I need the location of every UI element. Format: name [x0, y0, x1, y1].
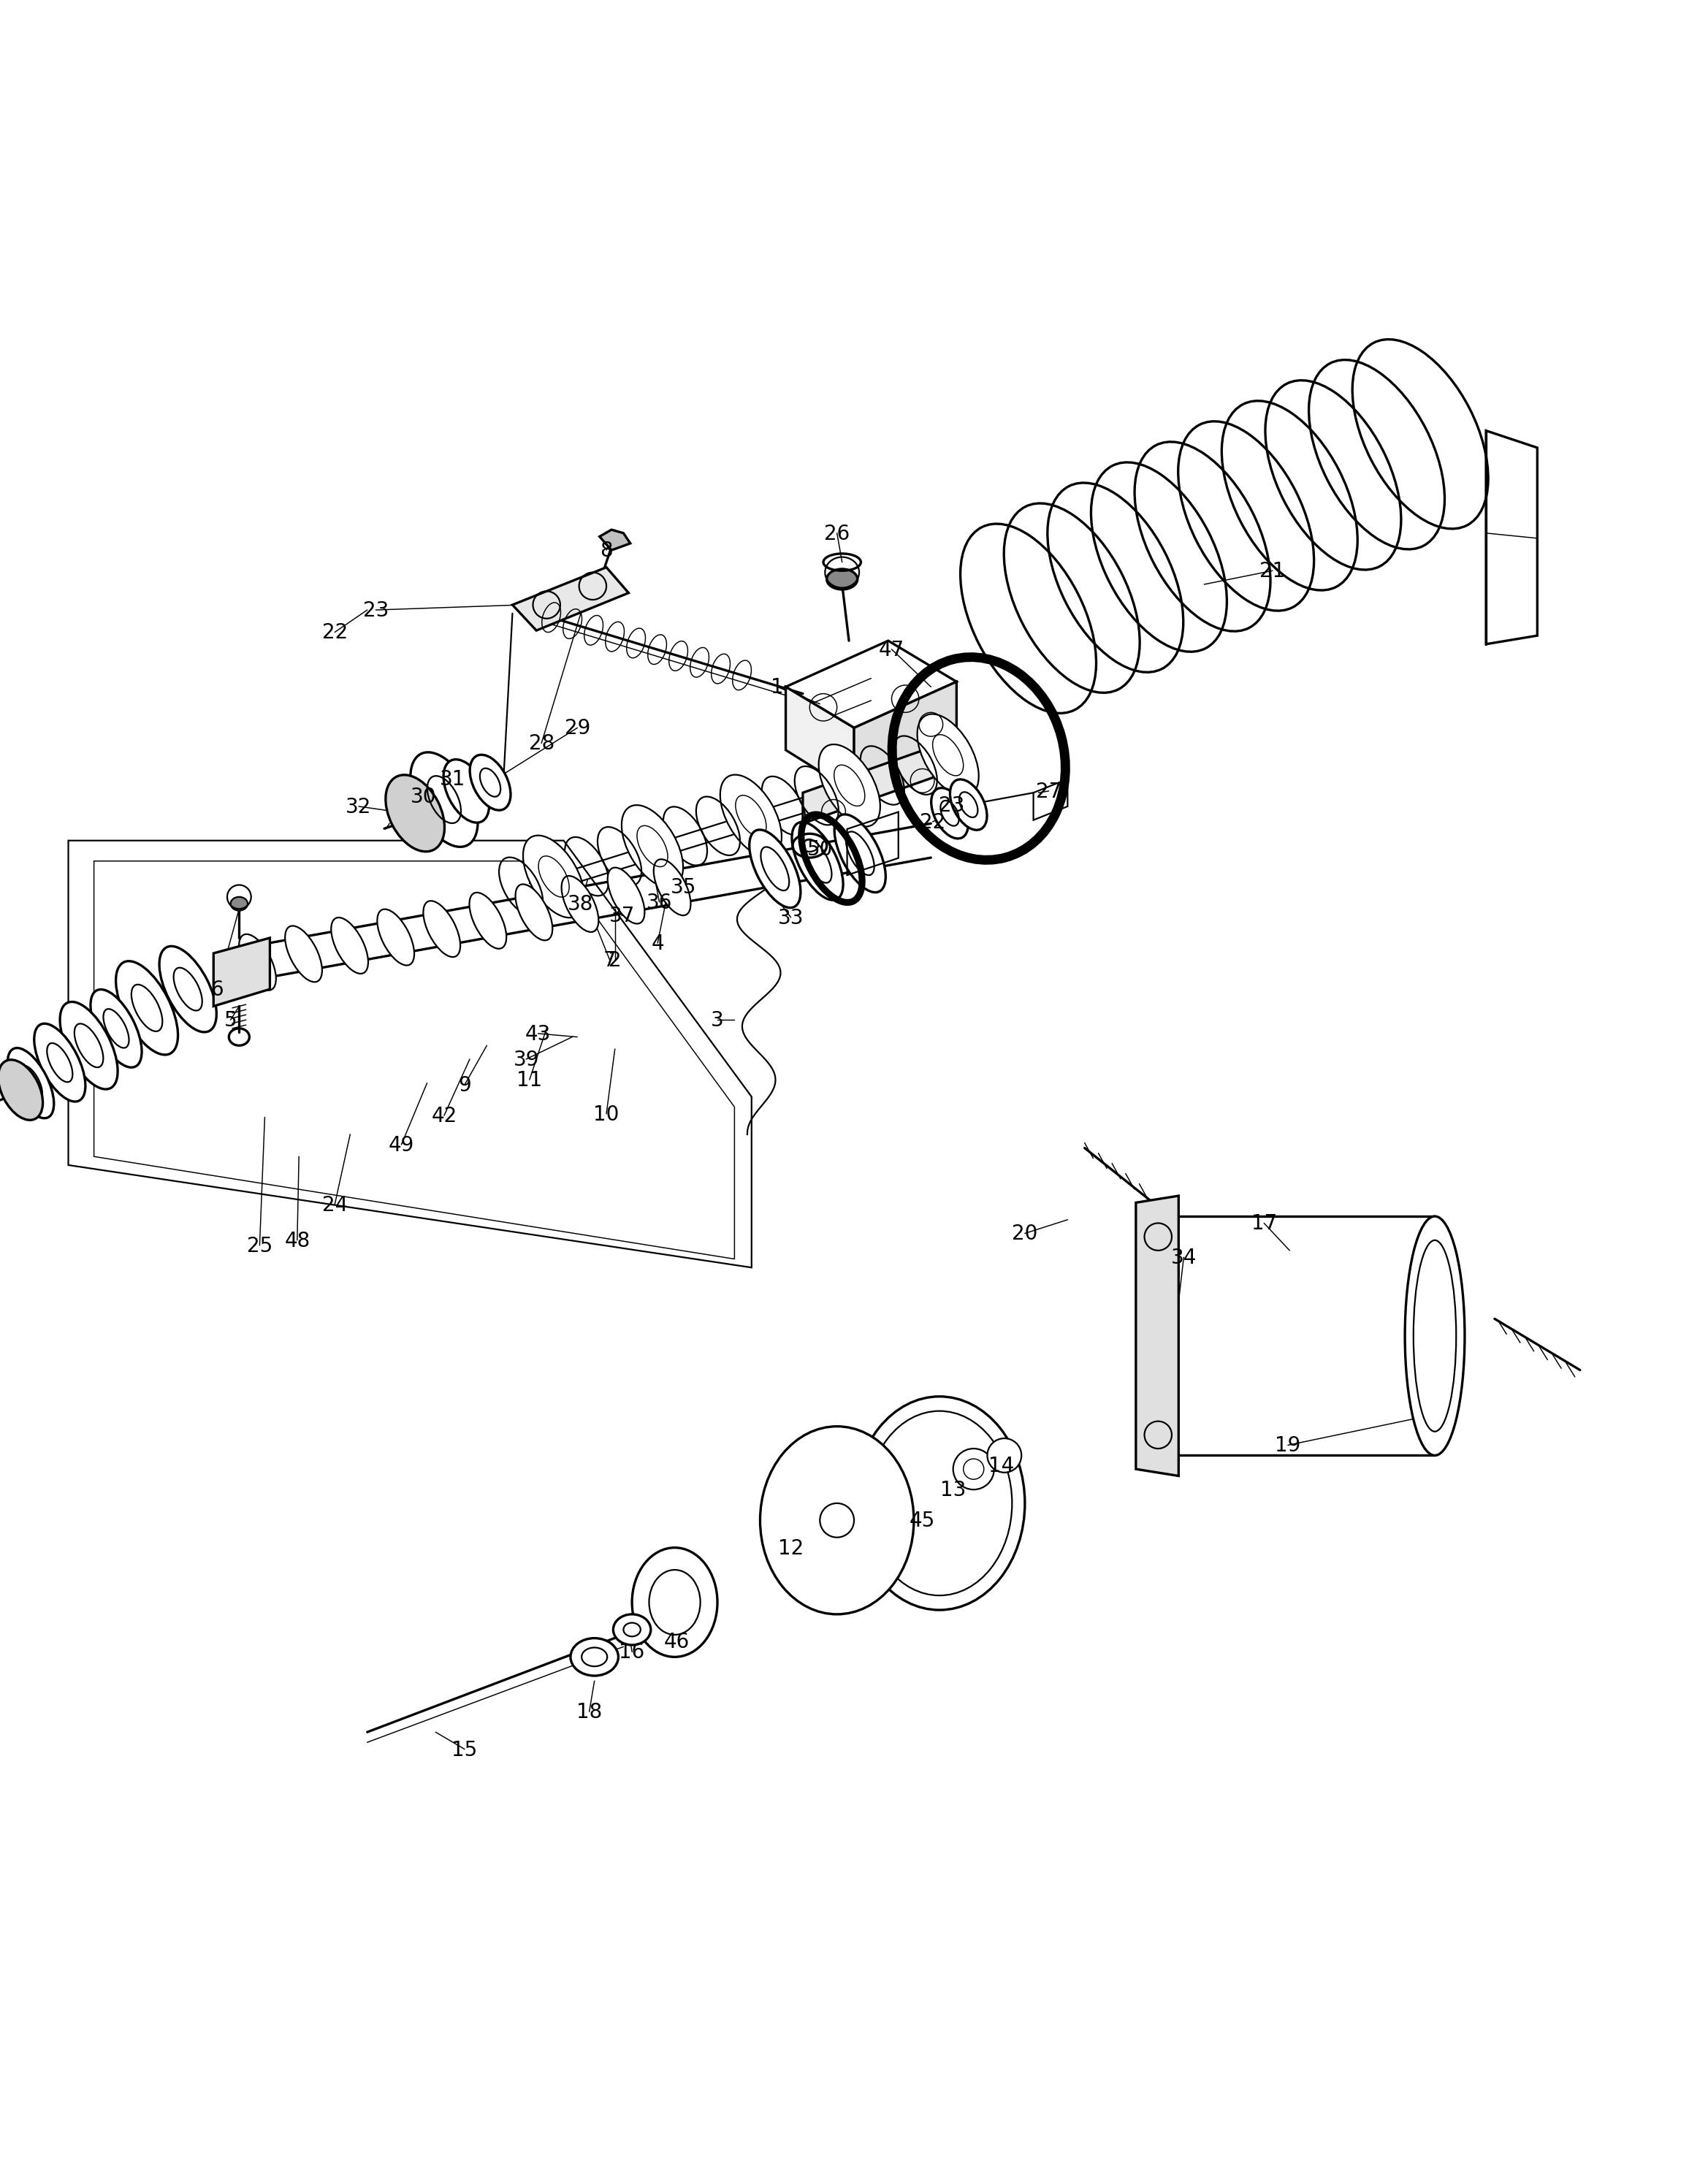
Ellipse shape — [34, 1024, 85, 1102]
Text: 6: 6 — [210, 978, 224, 1000]
Ellipse shape — [1404, 1216, 1464, 1456]
Text: 15: 15 — [451, 1739, 478, 1760]
Text: 9: 9 — [458, 1076, 471, 1095]
Ellipse shape — [622, 806, 683, 888]
Ellipse shape — [60, 1002, 118, 1089]
Text: 36: 36 — [646, 892, 673, 914]
Text: 45: 45 — [909, 1510, 936, 1531]
Circle shape — [987, 1439, 1021, 1473]
Text: 34: 34 — [1170, 1246, 1197, 1268]
Ellipse shape — [917, 715, 979, 797]
Ellipse shape — [750, 829, 801, 907]
Text: 50: 50 — [806, 840, 834, 860]
Polygon shape — [1136, 1197, 1179, 1475]
Ellipse shape — [386, 775, 444, 851]
Text: 26: 26 — [823, 523, 851, 544]
Ellipse shape — [827, 570, 857, 590]
Ellipse shape — [116, 961, 178, 1054]
Text: 11: 11 — [516, 1069, 543, 1091]
Ellipse shape — [239, 935, 277, 991]
Ellipse shape — [570, 1637, 618, 1676]
Text: 20: 20 — [1011, 1223, 1038, 1244]
Text: 27: 27 — [1035, 782, 1062, 801]
Ellipse shape — [377, 909, 415, 966]
Text: 1: 1 — [770, 676, 784, 698]
Text: 47: 47 — [878, 639, 905, 661]
Ellipse shape — [523, 836, 584, 918]
Ellipse shape — [7, 1048, 55, 1119]
Text: 4: 4 — [651, 933, 664, 953]
Text: 14: 14 — [987, 1456, 1015, 1475]
Text: 23: 23 — [362, 600, 389, 620]
Text: 19: 19 — [1274, 1434, 1301, 1456]
Ellipse shape — [470, 892, 506, 948]
Text: 35: 35 — [670, 877, 697, 896]
Text: 13: 13 — [939, 1480, 967, 1499]
Text: 39: 39 — [512, 1050, 540, 1069]
Ellipse shape — [613, 1614, 651, 1646]
Text: 7: 7 — [603, 950, 617, 970]
Ellipse shape — [516, 886, 552, 942]
Text: 33: 33 — [777, 907, 804, 929]
Text: 22: 22 — [321, 622, 348, 644]
Ellipse shape — [632, 1549, 717, 1657]
Text: 22: 22 — [919, 812, 946, 832]
Ellipse shape — [444, 760, 488, 823]
Text: 28: 28 — [528, 734, 555, 754]
Text: 30: 30 — [410, 786, 437, 808]
Polygon shape — [803, 741, 948, 823]
Polygon shape — [600, 529, 630, 551]
Text: 23: 23 — [938, 795, 965, 814]
Ellipse shape — [231, 896, 248, 912]
Polygon shape — [214, 937, 270, 1007]
Ellipse shape — [424, 901, 459, 957]
Ellipse shape — [285, 927, 323, 983]
Ellipse shape — [854, 1398, 1025, 1609]
Text: 24: 24 — [321, 1194, 348, 1214]
Polygon shape — [512, 568, 629, 631]
Text: 46: 46 — [663, 1631, 690, 1652]
Text: 32: 32 — [345, 797, 372, 816]
Ellipse shape — [159, 946, 217, 1032]
Polygon shape — [854, 683, 956, 793]
Text: 29: 29 — [564, 717, 591, 739]
Ellipse shape — [562, 877, 598, 933]
Text: 2: 2 — [608, 950, 622, 970]
Ellipse shape — [608, 868, 644, 924]
Ellipse shape — [470, 756, 511, 810]
Polygon shape — [786, 687, 854, 793]
Text: 5: 5 — [224, 1011, 237, 1030]
Text: 3: 3 — [711, 1011, 724, 1030]
Text: 8: 8 — [600, 540, 613, 562]
Ellipse shape — [410, 752, 478, 847]
Ellipse shape — [931, 788, 968, 838]
Text: 37: 37 — [608, 905, 635, 927]
Text: 21: 21 — [1259, 562, 1286, 581]
Text: 42: 42 — [430, 1106, 458, 1125]
Text: 49: 49 — [388, 1134, 415, 1156]
Ellipse shape — [835, 814, 885, 892]
Circle shape — [953, 1449, 994, 1490]
Text: 12: 12 — [777, 1538, 804, 1557]
Ellipse shape — [760, 1426, 914, 1614]
Text: 18: 18 — [576, 1702, 603, 1722]
Text: 43: 43 — [524, 1024, 552, 1043]
Ellipse shape — [91, 989, 142, 1067]
Text: 10: 10 — [593, 1104, 620, 1125]
Ellipse shape — [950, 780, 987, 829]
Ellipse shape — [331, 918, 369, 974]
Text: 38: 38 — [567, 894, 594, 914]
Text: 31: 31 — [439, 769, 466, 791]
Ellipse shape — [654, 860, 690, 916]
Ellipse shape — [721, 775, 782, 858]
Text: 17: 17 — [1250, 1214, 1278, 1233]
Ellipse shape — [0, 1061, 43, 1121]
Text: 48: 48 — [284, 1231, 311, 1251]
Text: 25: 25 — [246, 1236, 273, 1255]
Text: 16: 16 — [618, 1642, 646, 1663]
Ellipse shape — [793, 823, 844, 901]
Ellipse shape — [818, 745, 880, 827]
